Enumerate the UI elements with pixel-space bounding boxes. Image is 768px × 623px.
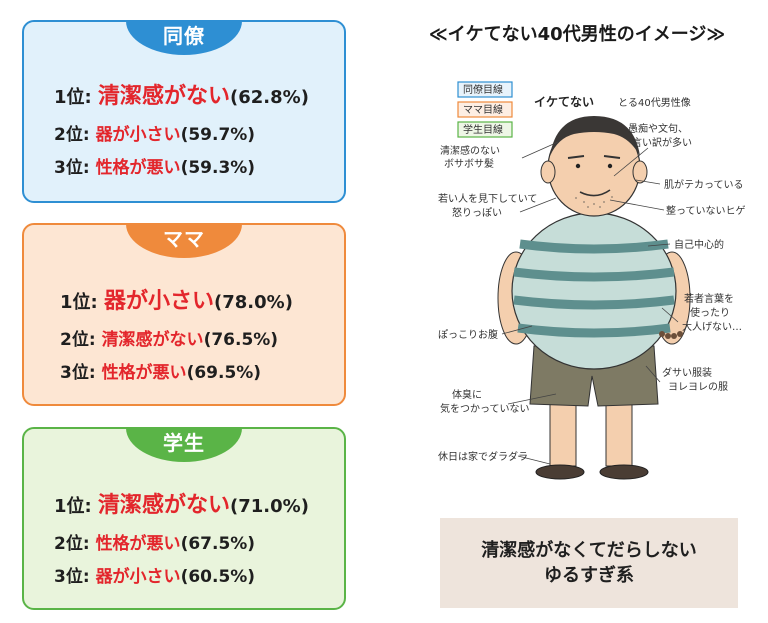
- ranking-row-2: 2位: 器が小さい(59.7%): [54, 120, 338, 145]
- ranking-list: 1位: 清潔感がない(62.8%) 2位: 器が小さい(59.7%) 3位: 性…: [54, 78, 338, 178]
- legend-swatch-student: [457, 121, 513, 138]
- illustration: 同僚目線 ママ目線 学生目線 イケてない とる40代男性像: [438, 81, 746, 480]
- legend-label-mama: ママ目線: [463, 103, 503, 116]
- rank-item: 性格が悪い: [95, 534, 181, 554]
- rank-position: 1位:: [54, 496, 92, 517]
- annotation-hair-2: ボサボサ髪: [444, 158, 494, 170]
- illustration-heading-sub: とる40代男性像: [618, 96, 691, 109]
- rank-position: 3位:: [54, 158, 90, 178]
- ranking-row-1: 1位: 清潔感がない(71.0%): [54, 487, 338, 519]
- annotation-condescending-1: 若い人を見下していて: [438, 192, 537, 205]
- legend-label-student: 学生目線: [463, 123, 503, 136]
- ranking-row-3: 3位: 性格が悪い(59.3%): [54, 153, 338, 178]
- annotation-selfish: 自己中心的: [674, 238, 724, 251]
- character-figure: [497, 116, 691, 480]
- legend-swatch-colleague: [457, 81, 513, 98]
- rank-position: 3位:: [60, 363, 96, 383]
- illustration-title: ≪イケてない40代男性のイメージ≫: [428, 24, 726, 45]
- annotation-young-words-3: 大人げない…: [682, 320, 742, 333]
- rank-item: 清潔感がない: [98, 493, 231, 518]
- annotation-beard: 整っていないヒゲ: [666, 204, 746, 217]
- annotation-odor-2: 気をつかっていない: [440, 402, 530, 415]
- rank-percent: (60.5%): [180, 567, 256, 587]
- rank-position: 2位:: [60, 330, 96, 350]
- ranking-row-1: 1位: 器が小さい(78.0%): [60, 283, 338, 315]
- ranking-row-3: 3位: 性格が悪い(69.5%): [60, 358, 338, 383]
- rank-percent: (59.7%): [180, 125, 256, 145]
- annotation-belly: ぽっこりお腹: [438, 328, 498, 341]
- ranking-row-2: 2位: 性格が悪い(67.5%): [54, 529, 338, 554]
- annotation-holiday: 休日は家でダラダラ: [438, 450, 528, 463]
- rank-percent: (59.3%): [180, 158, 256, 178]
- rank-position: 1位:: [54, 87, 92, 108]
- box-tag-mama: ママ: [126, 224, 242, 258]
- annotation-clothes-1: ダサい服装: [662, 366, 712, 379]
- ranking-row-1: 1位: 清潔感がない(62.8%): [54, 78, 338, 110]
- ranking-box-student: 学生 1位: 清潔感がない(71.0%) 2位: 性格が悪い(67.5%) 3位…: [22, 427, 346, 610]
- legend: 同僚目線 ママ目線 学生目線: [457, 81, 513, 138]
- ranking-box-colleague: 同僚 1位: 清潔感がない(62.8%) 2位: 器が小さい(59.7%) 3位…: [22, 20, 346, 203]
- rank-item: 清潔感がない: [98, 84, 231, 109]
- rank-percent: (71.0%): [230, 496, 309, 517]
- rank-item: 器が小さい: [95, 125, 181, 145]
- summary-line-2: ゆるすぎ系: [544, 565, 634, 586]
- ranking-box-mama: ママ 1位: 器が小さい(78.0%) 2位: 清潔感がない(76.5%) 3位…: [22, 223, 346, 406]
- ranking-row-2: 2位: 清潔感がない(76.5%): [60, 325, 338, 350]
- annotations: 愚痴や文句、 言い訳が多い 清潔感のない ボサボサ髪 肌がテカっている 若い人を…: [438, 122, 746, 463]
- rank-percent: (67.5%): [180, 534, 256, 554]
- ranking-list: 1位: 清潔感がない(71.0%) 2位: 性格が悪い(67.5%) 3位: 器…: [54, 487, 338, 587]
- annotation-young-words-2: 使ったり: [690, 306, 730, 319]
- rank-position: 2位:: [54, 125, 90, 145]
- rank-item: 性格が悪い: [101, 363, 187, 383]
- rank-position: 2位:: [54, 534, 90, 554]
- rank-percent: (76.5%): [203, 330, 279, 350]
- ranking-row-3: 3位: 器が小さい(60.5%): [54, 562, 338, 587]
- rank-item: 器が小さい: [104, 289, 215, 314]
- annotation-oily-skin: 肌がテカっている: [664, 178, 744, 191]
- rank-item: 清潔感がない: [101, 330, 204, 350]
- annotation-condescending-2: 怒りっぽい: [452, 206, 502, 219]
- annotation-clothes-2: ヨレヨレの服: [668, 381, 728, 393]
- rank-percent: (62.8%): [230, 87, 309, 108]
- rank-item: 器が小さい: [95, 567, 181, 587]
- annotation-odor-1: 体臭に: [452, 388, 482, 401]
- annotation-young-words-1: 若者言葉を: [684, 292, 734, 305]
- rank-item: 性格が悪い: [95, 158, 181, 178]
- leader-lines: [501, 141, 679, 465]
- illustration-heading-main: イケてない: [534, 95, 594, 109]
- rank-percent: (69.5%): [186, 363, 262, 383]
- rank-percent: (78.0%): [214, 292, 293, 313]
- box-tag-colleague: 同僚: [126, 21, 242, 55]
- legend-label-colleague: 同僚目線: [463, 83, 503, 96]
- box-tag-student: 学生: [126, 428, 242, 462]
- summary-box: 清潔感がなくてだらしない ゆるすぎ系: [440, 518, 738, 608]
- annotation-complaints-2: 言い訳が多い: [632, 136, 692, 149]
- annotation-hair-1: 清潔感のない: [440, 144, 500, 157]
- rank-position: 3位:: [54, 567, 90, 587]
- rank-position: 1位:: [60, 292, 98, 313]
- ranking-list: 1位: 器が小さい(78.0%) 2位: 清潔感がない(76.5%) 3位: 性…: [60, 283, 338, 383]
- annotation-complaints-1: 愚痴や文句、: [628, 122, 688, 135]
- summary-line-1: 清潔感がなくてだらしない: [481, 540, 697, 561]
- legend-swatch-mama: [457, 101, 513, 118]
